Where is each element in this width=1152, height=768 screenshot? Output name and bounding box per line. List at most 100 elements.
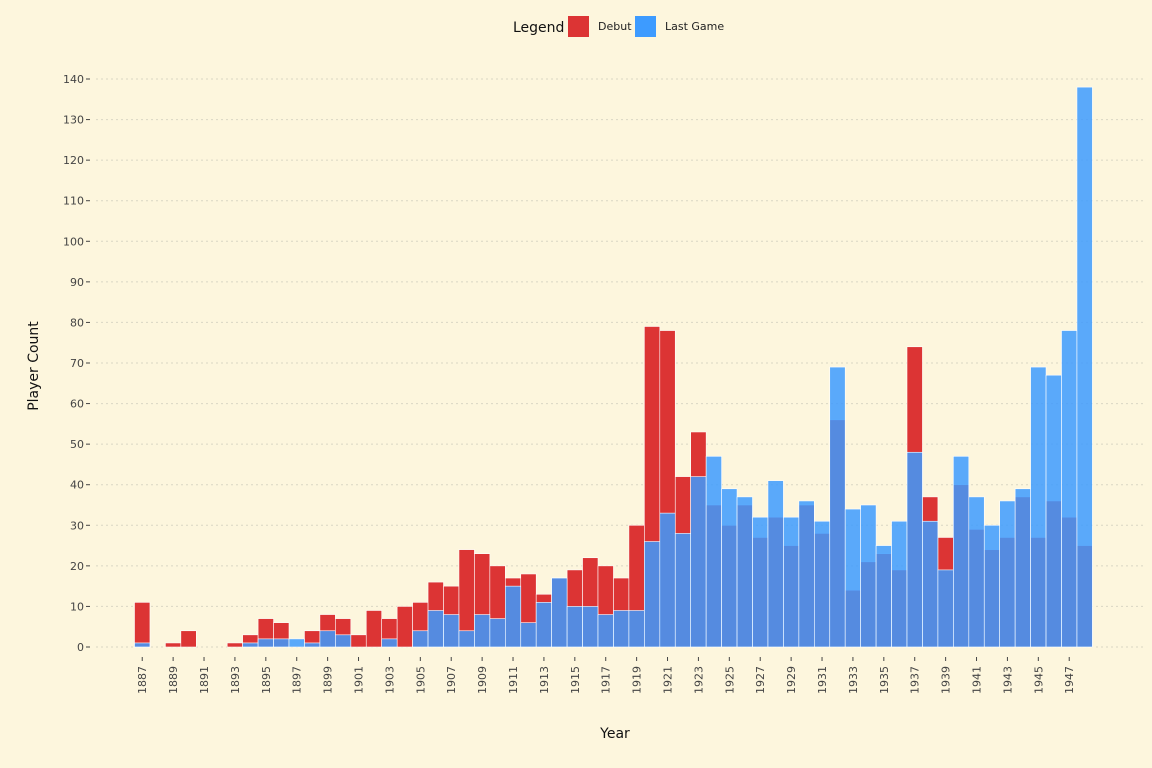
bar-last-game <box>474 614 491 648</box>
y-tick-label: 50 <box>70 438 84 451</box>
x-axis: 1887 1889 1891 1893 1895 1897 1899 1901 1903 1905… <box>136 657 1076 694</box>
bar-last-game <box>319 630 336 648</box>
bar-last-game <box>983 524 1000 648</box>
bar-last-game <box>304 642 321 648</box>
x-tick-label: 1887 <box>136 666 149 694</box>
bar-last-game <box>922 520 939 648</box>
x-tick-label: 1931 <box>816 666 829 694</box>
y-tick-label: 130 <box>63 114 84 127</box>
bar-last-game <box>1030 366 1047 648</box>
y-tick-label: 0 <box>77 641 84 654</box>
y-tick-label: 80 <box>70 316 84 329</box>
x-tick-label: 1901 <box>353 666 366 694</box>
bar-last-game <box>736 496 753 648</box>
bar-last-game <box>968 496 985 648</box>
bar-last-game <box>458 630 475 648</box>
bar-last-game <box>721 488 738 648</box>
bar-last-game <box>891 520 908 648</box>
bar-last-game <box>443 614 460 648</box>
bar-last-game <box>273 638 290 648</box>
bar-last-game <box>535 602 552 648</box>
bar-last-game <box>674 533 691 648</box>
bar-last-game <box>628 610 645 648</box>
y-tick-label: 30 <box>70 519 84 532</box>
x-tick-label: 1947 <box>1063 666 1076 694</box>
series-last-game <box>134 86 1093 648</box>
x-tick-label: 1917 <box>600 666 613 694</box>
bar-last-game <box>489 618 506 648</box>
bar-last-game <box>134 642 151 648</box>
x-tick-label: 1889 <box>167 666 180 694</box>
x-tick-label: 1899 <box>322 666 335 694</box>
y-tick-label: 40 <box>70 479 84 492</box>
y-axis-title: Player Count <box>26 321 42 411</box>
x-tick-label: 1939 <box>940 666 953 694</box>
bar-last-game <box>381 638 398 648</box>
bar-debut <box>165 642 182 648</box>
bar-last-game <box>813 520 831 648</box>
x-tick-label: 1921 <box>662 666 675 694</box>
x-tick-label: 1893 <box>229 666 242 694</box>
bar-last-game <box>937 569 954 648</box>
x-tick-label: 1903 <box>383 666 396 694</box>
bar-last-game <box>288 638 305 648</box>
bar-last-game <box>613 610 630 648</box>
y-tick-label: 120 <box>63 154 84 167</box>
bar-last-game <box>798 500 815 648</box>
legend-swatch-debut <box>568 16 589 37</box>
x-tick-label: 1913 <box>538 666 551 694</box>
bar-last-game <box>705 456 722 648</box>
y-tick-label: 70 <box>70 357 84 370</box>
x-tick-label: 1895 <box>260 666 273 694</box>
bar-last-game <box>1045 374 1062 648</box>
x-tick-label: 1929 <box>785 666 798 694</box>
legend: Legend Debut Last Game <box>513 16 724 37</box>
x-tick-label: 1935 <box>878 666 891 694</box>
bar-debut <box>396 606 413 648</box>
x-tick-label: 1933 <box>847 666 860 694</box>
bar-last-game <box>875 545 892 648</box>
x-tick-label: 1945 <box>1032 666 1045 694</box>
bar-last-game <box>412 630 429 648</box>
x-tick-label: 1909 <box>476 666 489 694</box>
bar-last-game <box>504 585 522 648</box>
legend-title: Legend <box>513 20 564 36</box>
x-tick-label: 1919 <box>631 666 644 694</box>
y-tick-label: 110 <box>63 195 84 208</box>
x-tick-label: 1943 <box>1001 666 1014 694</box>
x-tick-label: 1925 <box>723 666 736 694</box>
bar-last-game <box>690 476 707 648</box>
x-tick-label: 1905 <box>414 666 427 694</box>
x-tick-label: 1937 <box>909 666 922 694</box>
bar-last-game <box>566 606 583 648</box>
bar-last-game <box>1076 86 1093 648</box>
x-tick-label: 1911 <box>507 666 520 694</box>
bar-last-game <box>844 508 861 648</box>
y-tick-label: 60 <box>70 398 84 411</box>
legend-label-last-game: Last Game <box>665 20 724 33</box>
bar-last-game <box>644 541 661 648</box>
bar-last-game <box>906 451 923 648</box>
bar-last-game <box>582 606 599 648</box>
bar-debut <box>180 630 197 648</box>
bar-last-game <box>597 614 614 648</box>
x-tick-label: 1923 <box>692 666 705 694</box>
bar-last-game <box>520 622 537 648</box>
bar-last-game <box>335 634 352 648</box>
bar-last-game <box>860 504 877 648</box>
bar-debut <box>350 634 367 648</box>
y-tick-label: 10 <box>70 600 84 613</box>
bar-last-game <box>551 577 568 648</box>
legend-label-debut: Debut <box>598 20 632 33</box>
y-tick-label: 140 <box>63 73 84 86</box>
bar-last-game <box>752 516 769 648</box>
bar-last-game <box>999 500 1016 648</box>
x-tick-label: 1941 <box>971 666 984 694</box>
bar-last-game <box>427 610 444 648</box>
x-tick-label: 1915 <box>569 666 582 694</box>
bar-last-game <box>767 480 784 648</box>
y-tick-label: 90 <box>70 276 84 289</box>
bar-last-game <box>1014 488 1031 648</box>
